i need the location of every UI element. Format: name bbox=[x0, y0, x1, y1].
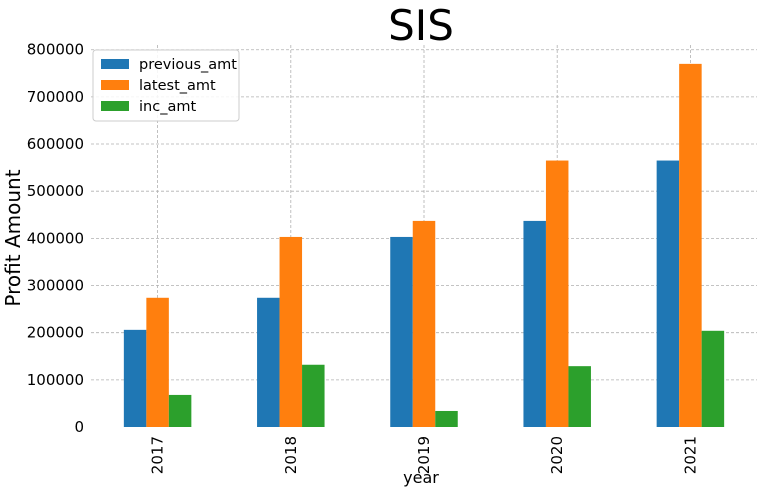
bar-latest_amt-2021 bbox=[679, 63, 702, 427]
x-tick-label: 2020 bbox=[548, 436, 566, 474]
y-tick-label: 600000 bbox=[27, 135, 84, 153]
bar-previous_amt-2017 bbox=[123, 329, 147, 427]
legend-swatch-previous_amt bbox=[101, 59, 129, 69]
legend-box bbox=[92, 49, 240, 122]
y-tick-label: 200000 bbox=[27, 324, 84, 342]
bar-latest_amt-2017 bbox=[146, 297, 169, 427]
y-tick-label: 700000 bbox=[27, 88, 84, 106]
legend: previous_amt latest_amt inc_amt bbox=[92, 49, 240, 122]
x-tick-label: 2017 bbox=[149, 436, 167, 474]
bar-inc_amt-2020 bbox=[568, 366, 591, 427]
bar-previous_amt-2018 bbox=[257, 297, 280, 427]
y-tick-labels: 0 100000 200000 300000 400000 500000 600000 700… bbox=[27, 41, 84, 436]
bar-inc_amt-2019 bbox=[435, 410, 458, 427]
y-tick-label: 800000 bbox=[27, 41, 84, 59]
bar-inc_amt-2021 bbox=[701, 330, 725, 427]
legend-label: previous_amt bbox=[139, 57, 237, 73]
bar-latest_amt-2020 bbox=[545, 160, 569, 427]
x-tick-label: 2018 bbox=[282, 436, 300, 474]
x-tick-labels: 2017 2018 2019 2020 2021 bbox=[149, 436, 700, 474]
bars bbox=[123, 63, 725, 427]
x-tick-label: 2019 bbox=[415, 436, 433, 474]
y-tick-label: 500000 bbox=[27, 182, 84, 200]
y-axis-label: Profit Amount bbox=[1, 169, 25, 306]
chart-title: SIS bbox=[388, 1, 454, 50]
legend-label: inc_amt bbox=[139, 99, 196, 115]
bar-latest_amt-2018 bbox=[279, 236, 303, 427]
bar-latest_amt-2019 bbox=[412, 220, 436, 427]
bar-previous_amt-2021 bbox=[656, 160, 680, 427]
legend-swatch-inc_amt bbox=[101, 101, 129, 111]
legend-label: latest_amt bbox=[139, 78, 216, 94]
bar-previous_amt-2019 bbox=[390, 236, 413, 427]
bar-previous_amt-2020 bbox=[523, 220, 546, 427]
y-tick-label: 0 bbox=[74, 418, 84, 436]
bar-inc_amt-2017 bbox=[168, 394, 192, 427]
bar-inc_amt-2018 bbox=[302, 364, 325, 427]
legend-swatch-latest_amt bbox=[101, 80, 129, 90]
y-tick-label: 400000 bbox=[27, 229, 84, 247]
y-tick-label: 300000 bbox=[27, 277, 84, 295]
y-tick-label: 100000 bbox=[27, 371, 84, 389]
x-tick-label: 2021 bbox=[681, 436, 699, 474]
x-axis-label: year bbox=[403, 468, 439, 487]
